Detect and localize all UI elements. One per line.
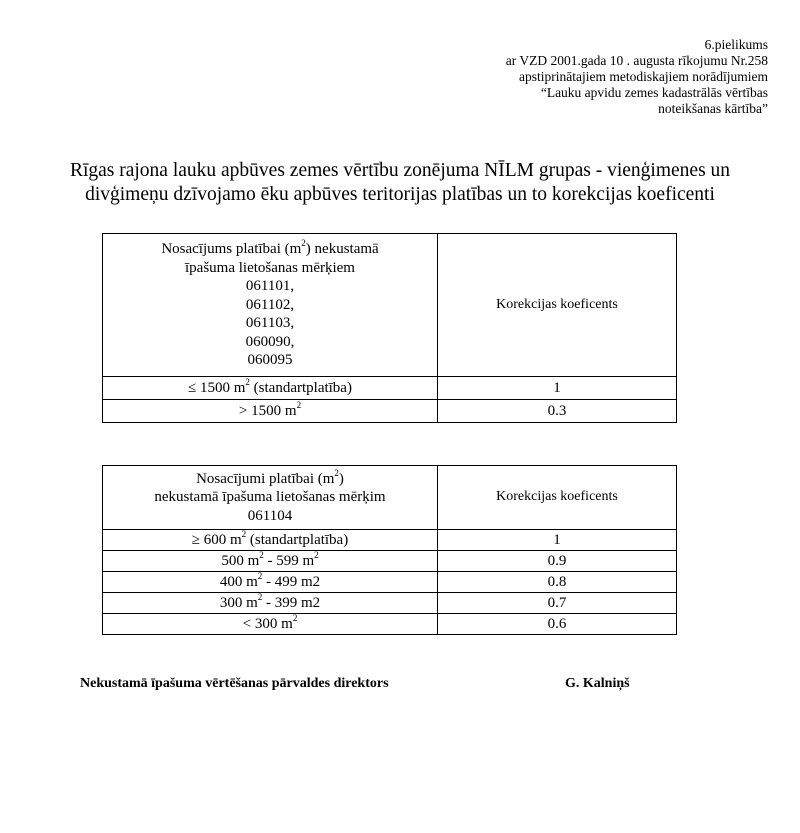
signatory-position: Nekustamā īpašuma vērtēšanas pārvaldes d… <box>80 676 389 691</box>
table-row: < 300 m2 0.6 <box>102 613 677 635</box>
appendix-header: 6.pielikums ar VZD 2001.gada 10 . august… <box>506 37 768 117</box>
signatory-name: G. Kalniņš <box>565 676 630 691</box>
coefficient-cell: 1 <box>437 529 677 551</box>
table-row: 500 m2 - 599 m2 0.9 <box>102 550 677 572</box>
header-line: apstiprinātajiem metodiskajiem norādījum… <box>519 69 768 84</box>
header-line: “Lauku apvidu zemes kadastrālās vērtības <box>540 85 768 100</box>
coefficient-table-1: Nosacījums platībai (m2) nekustamā īpašu… <box>102 233 677 423</box>
coefficient-cell: 0.9 <box>437 550 677 572</box>
condition-cell: 400 m2 - 499 m2 <box>102 571 438 593</box>
header-line: ar VZD 2001.gada 10 . augusta rīkojumu N… <box>505 53 768 68</box>
header-cell-condition: Nosacījumi platībai (m2) nekustamā īpašu… <box>102 465 438 530</box>
header-cell-coefficient: Korekcijas koeficents <box>437 233 677 377</box>
header-cell-condition: Nosacījums platībai (m2) nekustamā īpašu… <box>102 233 438 377</box>
table-header-row: Nosacījumi platībai (m2) nekustamā īpašu… <box>102 465 677 530</box>
title-line: Rīgas rajona lauku apbūves zemes vērtību… <box>69 160 731 181</box>
table-row: > 1500 m2 0.3 <box>102 399 677 423</box>
condition-cell: 300 m2 - 399 m2 <box>102 592 438 614</box>
header-cell-coefficient: Korekcijas koeficents <box>437 465 677 530</box>
coefficient-cell: 0.8 <box>437 571 677 593</box>
condition-cell: > 1500 m2 <box>102 399 438 423</box>
condition-cell: ≤ 1500 m2 (standartplatība) <box>102 376 438 400</box>
table-row: ≤ 1500 m2 (standartplatība) 1 <box>102 376 677 400</box>
title-line: divģimeņu dzīvojamo ēku apbūves teritori… <box>85 184 715 205</box>
table-row: 300 m2 - 399 m2 0.7 <box>102 592 677 614</box>
header-line: 6.pielikums <box>704 37 768 52</box>
coefficient-table-2: Nosacījumi platībai (m2) nekustamā īpašu… <box>102 465 677 635</box>
condition-cell: < 300 m2 <box>102 613 438 635</box>
table-header-row: Nosacījums platībai (m2) nekustamā īpašu… <box>102 233 677 377</box>
document-title: Rīgas rajona lauku apbūves zemes vērtību… <box>0 159 800 207</box>
condition-cell: 500 m2 - 599 m2 <box>102 550 438 572</box>
coefficient-cell: 1 <box>437 376 677 400</box>
condition-cell: ≥ 600 m2 (standartplatība) <box>102 529 438 551</box>
table-row: 400 m2 - 499 m2 0.8 <box>102 571 677 593</box>
coefficient-cell: 0.7 <box>437 592 677 614</box>
table-row: ≥ 600 m2 (standartplatība) 1 <box>102 529 677 551</box>
coefficient-cell: 0.6 <box>437 613 677 635</box>
header-line: noteikšanas kārtība” <box>658 101 768 116</box>
coefficient-cell: 0.3 <box>437 399 677 423</box>
